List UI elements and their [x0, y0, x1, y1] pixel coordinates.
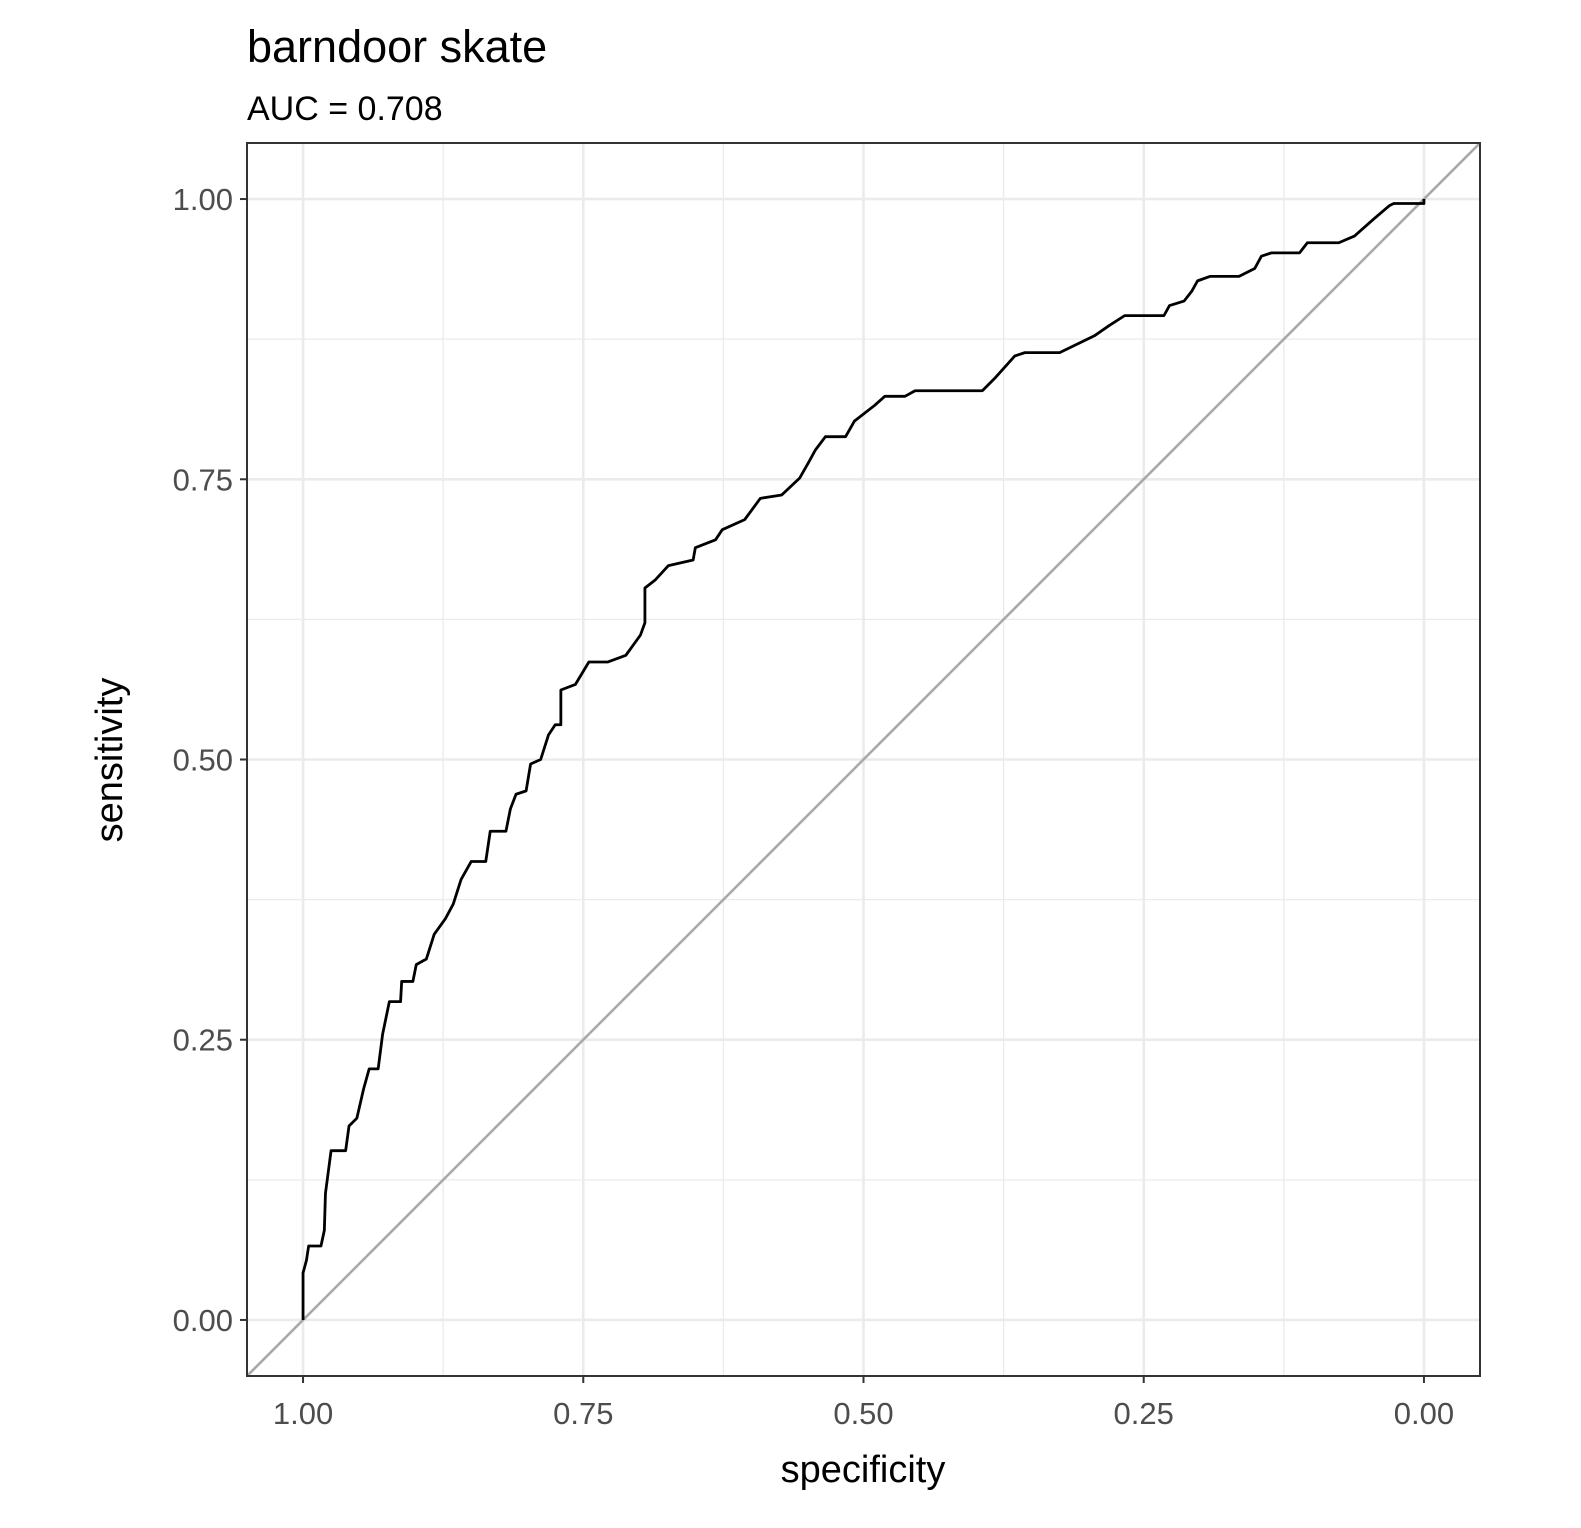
- y-tick-label: 0.25: [173, 1023, 233, 1058]
- y-axis-title: sensitivity: [89, 678, 131, 843]
- plot-area: 1.00 0.75 0.50 0.25 0.00 0.00 0.25 0.50 0.75 1.00: [173, 142, 1481, 1431]
- chart-title: barndoor skate: [247, 21, 547, 72]
- x-tick-label: 0.25: [1114, 1396, 1174, 1431]
- chart-subtitle: AUC = 0.708: [247, 90, 443, 128]
- y-tick-label: 0.75: [173, 462, 233, 497]
- x-tick-label: 0.75: [553, 1396, 613, 1431]
- x-tick-label: 1.00: [273, 1396, 333, 1431]
- x-tick-label: 0.00: [1394, 1396, 1454, 1431]
- y-tick-label: 1.00: [173, 182, 233, 217]
- x-tick-label: 0.50: [833, 1396, 893, 1431]
- panel-border: [246, 142, 1481, 1377]
- y-tick-label: 0.00: [173, 1303, 233, 1338]
- roc-curve: [301, 199, 1426, 1320]
- x-axis-title: specificity: [781, 1449, 946, 1491]
- y-tick-label: 0.50: [173, 743, 233, 778]
- reference-line: [247, 143, 1480, 1376]
